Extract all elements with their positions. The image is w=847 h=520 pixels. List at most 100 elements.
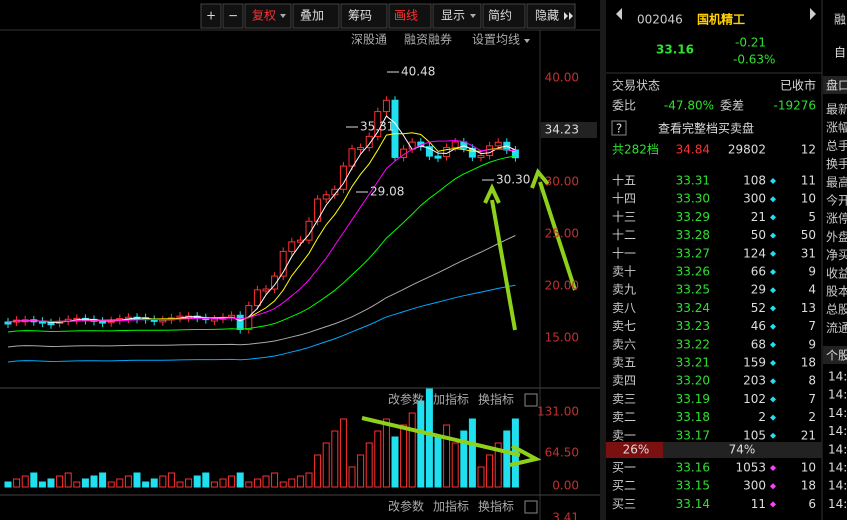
side-button[interactable]: 自 — [834, 46, 846, 60]
volume-bar — [382, 418, 390, 488]
change: -0.21 — [735, 36, 766, 50]
book-marker — [770, 178, 776, 184]
label: 交易状态 — [612, 78, 660, 93]
indicator-tool[interactable]: 改参数 — [388, 392, 424, 407]
volume-bar — [167, 472, 175, 488]
book-level: 卖四 — [612, 374, 636, 388]
full-book-button[interactable]: 查看完整档买卖盘 — [658, 121, 754, 136]
candle — [348, 148, 356, 167]
book-level: 十一 — [612, 246, 636, 260]
candle — [4, 321, 12, 325]
toolbar-label: 隐藏 — [535, 9, 559, 23]
dropdown — [470, 14, 476, 18]
indicator-tool[interactable]: 加指标 — [433, 499, 469, 514]
candle — [365, 135, 373, 149]
depth-price: 34.84 — [676, 143, 710, 157]
book-orders: 5 — [808, 210, 816, 224]
candle — [210, 318, 218, 322]
side-button[interactable]: 融 — [834, 13, 846, 27]
depth-volume: 29802 — [728, 143, 766, 157]
indicator-tool[interactable]: 加指标 — [433, 392, 469, 407]
candle — [236, 314, 244, 331]
book-price: 33.20 — [676, 374, 710, 388]
volume-bar — [219, 478, 227, 488]
side-field: 最高 — [826, 174, 847, 189]
kline — [4, 96, 519, 488]
volume-bar — [107, 481, 115, 488]
candle — [322, 194, 330, 200]
candle — [451, 141, 459, 148]
dropdown — [280, 14, 286, 18]
book-volume: 46 — [751, 319, 766, 333]
label: 委比 — [612, 99, 636, 113]
book-marker — [770, 378, 776, 385]
side-time: 14: — [828, 442, 847, 456]
volume-bar — [38, 481, 46, 488]
side-time: 14: — [828, 370, 847, 384]
toolbar-label: − — [228, 9, 238, 23]
current-price-box — [541, 122, 597, 138]
volume-bar — [56, 475, 64, 488]
price-annotation: 30.30 — [496, 173, 530, 187]
book-price: 33.23 — [676, 319, 710, 333]
tab-bg — [823, 346, 847, 364]
book-orders: 9 — [808, 337, 816, 351]
side-field: 今开 — [826, 193, 847, 208]
arrow-left — [616, 8, 622, 20]
volume-bar — [365, 442, 373, 488]
indicator-tool[interactable]: 换指标 — [478, 499, 514, 514]
indicator-tool[interactable]: 改参数 — [388, 499, 424, 514]
book-orders: 9 — [808, 265, 816, 279]
candle — [253, 289, 261, 307]
volume-bar — [434, 436, 442, 488]
book-marker — [770, 501, 776, 508]
toolbar-button[interactable] — [388, 3, 432, 29]
book-marker — [770, 414, 776, 421]
book-volume: 52 — [751, 301, 766, 315]
toolbar-button[interactable] — [222, 3, 244, 29]
candle — [271, 275, 279, 290]
toolbar-label: 叠加 — [300, 9, 324, 23]
book-volume: 124 — [743, 246, 766, 260]
close-button[interactable] — [524, 500, 538, 514]
toolbar-button[interactable] — [340, 3, 388, 29]
book-marker — [770, 323, 776, 330]
volume-bar — [21, 475, 29, 488]
price-annotation: 40.48 — [401, 65, 435, 79]
book-orders: 2 — [808, 410, 816, 424]
candle — [47, 322, 55, 326]
moving-average — [7, 140, 516, 323]
side-field: 总手 — [826, 139, 847, 153]
book-marker — [770, 396, 776, 403]
volume-bar — [99, 472, 107, 488]
book-marker — [770, 269, 776, 275]
side-field: 收益 — [826, 266, 847, 280]
side-field: 最新 — [826, 102, 847, 117]
volume-bar — [408, 412, 416, 488]
candle — [434, 155, 442, 159]
value: 已收市 — [780, 78, 816, 93]
toolbar-button[interactable] — [292, 3, 340, 29]
book-price: 33.25 — [676, 283, 710, 297]
book-level: 卖五 — [612, 356, 636, 370]
candle — [374, 111, 382, 137]
arrow — [530, 168, 577, 291]
book-marker — [770, 287, 776, 294]
volume-bar — [486, 454, 494, 488]
depth-label: 共282档 — [612, 143, 659, 157]
toolbar-button[interactable] — [200, 3, 222, 29]
book-volume: 50 — [751, 228, 766, 242]
moving-average — [7, 235, 516, 348]
stock-code: 002046 — [637, 13, 683, 27]
toolbar-button[interactable] — [482, 3, 526, 29]
book-volume: 68 — [751, 337, 766, 351]
volume-bar — [253, 478, 261, 488]
candle — [511, 149, 519, 159]
price-axis-label: 25.00 — [545, 227, 579, 241]
book-volume: 11 — [751, 497, 766, 511]
side-field: 流通 — [826, 321, 847, 335]
close-button[interactable] — [524, 393, 538, 407]
indicator-tool[interactable]: 换指标 — [478, 392, 514, 407]
volume-bar — [322, 442, 330, 488]
